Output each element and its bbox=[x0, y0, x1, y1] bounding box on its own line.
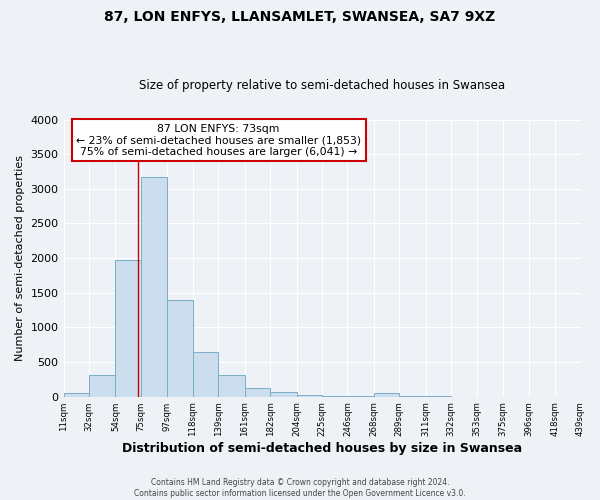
Text: 87 LON ENFYS: 73sqm
← 23% of semi-detached houses are smaller (1,853)
75% of sem: 87 LON ENFYS: 73sqm ← 23% of semi-detach… bbox=[76, 124, 361, 157]
Bar bbox=[374, 393, 400, 396]
Bar bbox=[218, 375, 245, 396]
Bar bbox=[115, 260, 141, 396]
Bar bbox=[296, 394, 322, 396]
Bar bbox=[167, 300, 193, 396]
Text: 87, LON ENFYS, LLANSAMLET, SWANSEA, SA7 9XZ: 87, LON ENFYS, LLANSAMLET, SWANSEA, SA7 … bbox=[104, 10, 496, 24]
Bar bbox=[64, 393, 89, 396]
X-axis label: Distribution of semi-detached houses by size in Swansea: Distribution of semi-detached houses by … bbox=[122, 442, 522, 455]
Y-axis label: Number of semi-detached properties: Number of semi-detached properties bbox=[15, 155, 25, 361]
Bar bbox=[141, 177, 167, 396]
Bar bbox=[245, 388, 270, 396]
Bar bbox=[270, 392, 296, 396]
Bar bbox=[193, 352, 218, 397]
Text: Contains HM Land Registry data © Crown copyright and database right 2024.
Contai: Contains HM Land Registry data © Crown c… bbox=[134, 478, 466, 498]
Bar bbox=[89, 374, 115, 396]
Title: Size of property relative to semi-detached houses in Swansea: Size of property relative to semi-detach… bbox=[139, 79, 505, 92]
